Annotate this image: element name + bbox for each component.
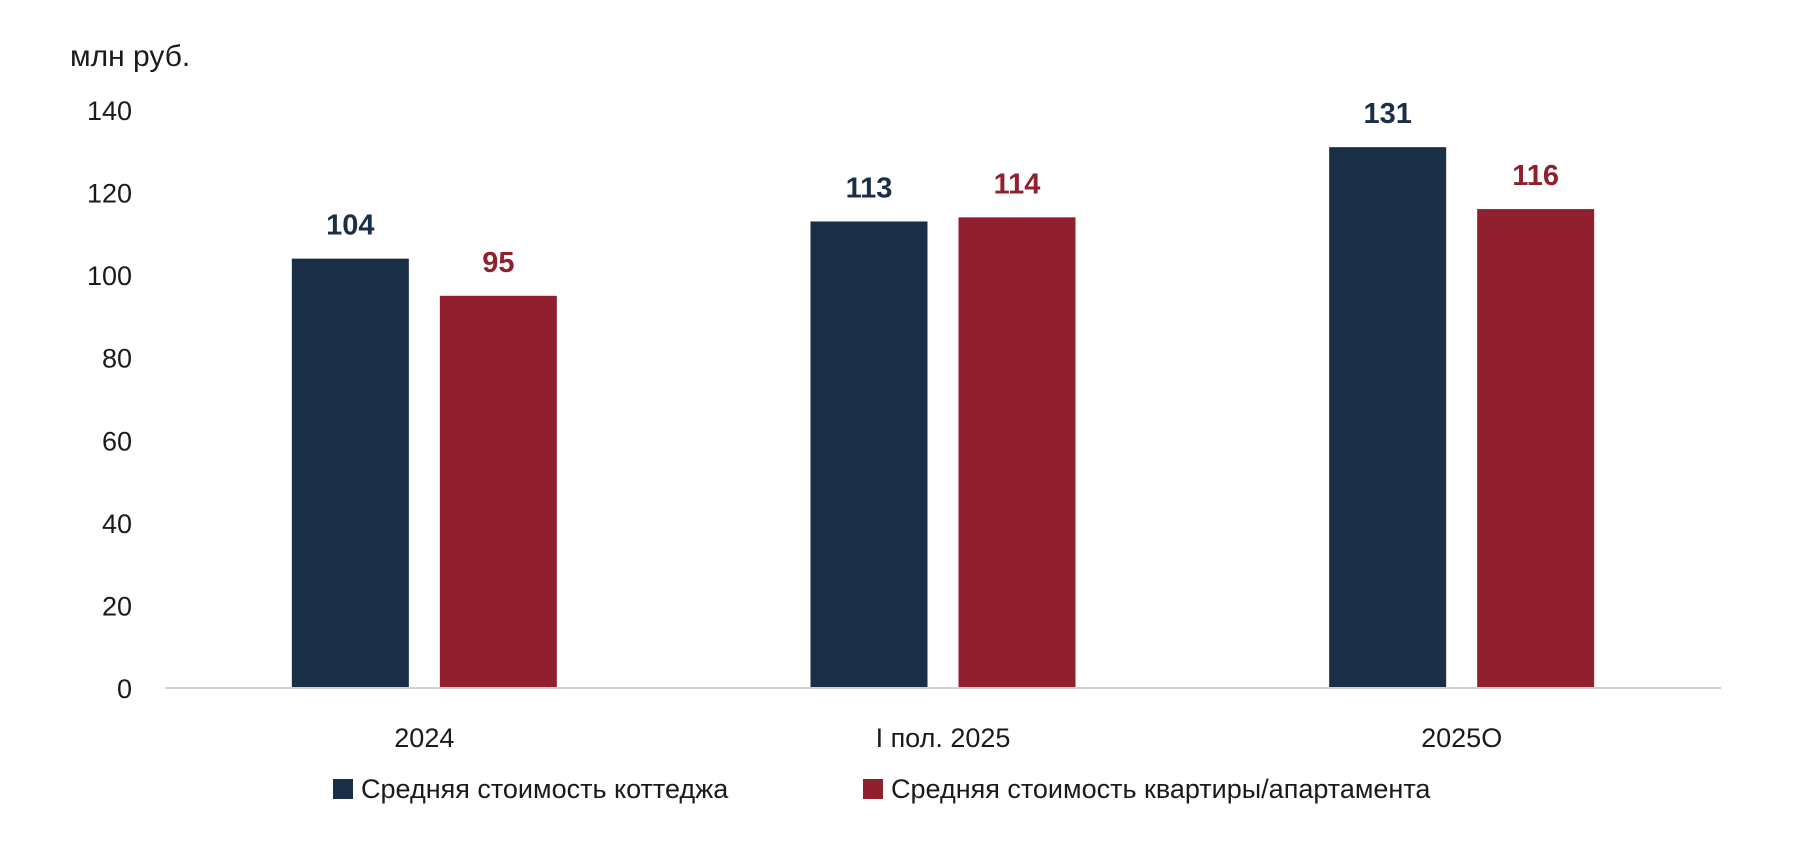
data-label-series-1-1: 104 xyxy=(326,210,374,242)
x-axis-category-labels: 2024 I пол. 2025 2025О xyxy=(394,723,1502,753)
y-axis-unit-label: млн руб. xyxy=(70,40,190,73)
legend-swatch-2 xyxy=(863,779,883,799)
data-label-series-2-1: 95 xyxy=(482,247,514,279)
bar-series-1-2 xyxy=(810,221,928,688)
y-tick-label: 80 xyxy=(102,344,132,374)
y-tick-label: 120 xyxy=(87,179,132,209)
legend-label-1: Средняя стоимость коттеджа xyxy=(361,774,729,804)
y-tick-label: 20 xyxy=(102,591,132,621)
y-tick-label: 40 xyxy=(102,509,132,539)
bar-series-2-2 xyxy=(958,217,1076,689)
y-tick-label: 60 xyxy=(102,426,132,456)
y-axis-ticks: 0 20 40 60 80 100 120 140 xyxy=(87,96,132,704)
x-category-label: 2024 xyxy=(394,723,454,753)
y-tick-label: 140 xyxy=(87,96,132,126)
bar-series-2-1 xyxy=(439,295,557,688)
legend-swatch-1 xyxy=(333,779,353,799)
bar-series-1-3 xyxy=(1329,147,1447,688)
bar-series-1-1 xyxy=(291,258,409,688)
bars-group xyxy=(291,147,1595,689)
y-tick-label: 0 xyxy=(117,674,132,704)
data-labels-group: 104 95 113 114 131 116 xyxy=(326,98,1559,279)
data-label-series-1-2: 113 xyxy=(846,172,893,204)
data-label-series-2-3: 116 xyxy=(1512,160,1559,192)
bar-series-2-3 xyxy=(1477,209,1595,689)
legend-label-2: Средняя стоимость квартиры/апартамента xyxy=(891,774,1431,804)
data-label-series-2-2: 114 xyxy=(994,168,1041,200)
legend: Средняя стоимость коттеджа Средняя стоимо… xyxy=(333,774,1431,804)
x-category-label: 2025О xyxy=(1421,723,1502,753)
data-label-series-1-3: 131 xyxy=(1363,98,1411,130)
x-category-label: I пол. 2025 xyxy=(876,723,1011,753)
y-tick-label: 100 xyxy=(87,261,132,291)
